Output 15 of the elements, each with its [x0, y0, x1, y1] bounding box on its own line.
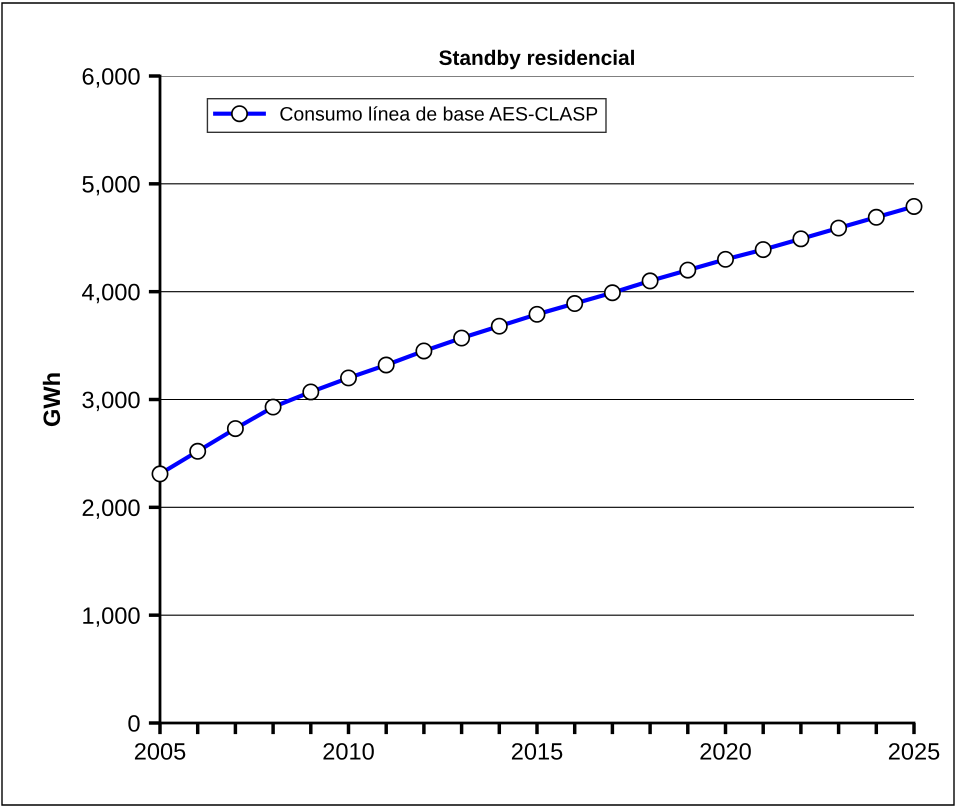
- y-tick-label: 1,000: [83, 607, 140, 627]
- y-tick-label: 4,000: [82, 284, 140, 304]
- x-tick-label: 2015: [512, 743, 562, 760]
- x-tick-label: 2005: [134, 743, 186, 760]
- legend-label: Consumo línea de base AES-CLASP: [280, 106, 598, 121]
- x-tick-label: 2025: [888, 743, 940, 760]
- x-tick-label: 2020: [700, 743, 751, 760]
- y-tick-label: 3,000: [82, 392, 140, 412]
- y-tick-label: 6,000: [82, 68, 140, 88]
- x-tick-label: 2010: [323, 743, 374, 760]
- y-tick-label: 2,000: [82, 499, 140, 519]
- chart-title: Standby residencial: [439, 50, 634, 70]
- y-tick-label: 5,000: [82, 176, 140, 196]
- y-axis-title: GWh: [42, 373, 60, 426]
- y-tick-label: 0: [128, 715, 140, 732]
